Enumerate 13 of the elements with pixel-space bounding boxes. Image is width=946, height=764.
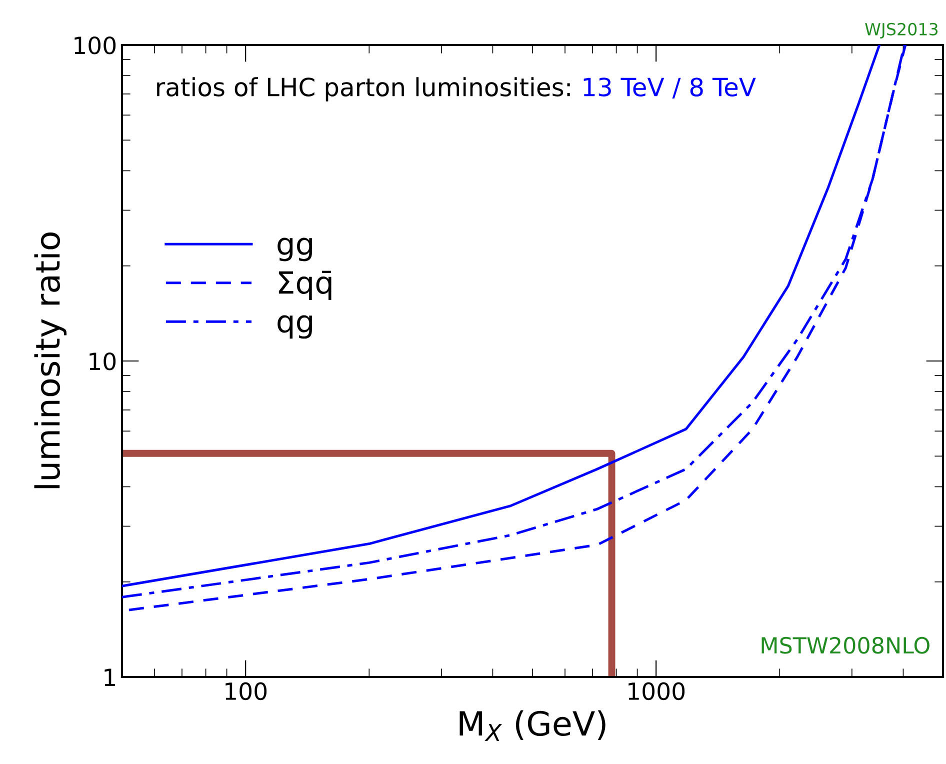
text: ratios of LHC parton luminosities: bbox=[157, 77, 570, 102]
legend-label: gg bbox=[278, 238, 312, 262]
y-tick-label: 100 bbox=[74, 36, 116, 54]
text: WJS2013 bbox=[865, 22, 938, 39]
y-axis-title: luminosity ratio bbox=[34, 232, 67, 488]
legend-label: qg bbox=[278, 315, 312, 339]
y-tick-label: 1 bbox=[104, 668, 115, 686]
legend-label: Σqq̄ bbox=[278, 270, 332, 300]
x-tick-label: 1000 bbox=[628, 682, 685, 700]
y-tick-label: 10 bbox=[90, 352, 116, 370]
text: 13 TeV / 8 TeV bbox=[584, 78, 756, 98]
x-axis-title: M$_{X}$ (GeV) bbox=[460, 710, 606, 742]
annotation: MSTW2008NLO bbox=[762, 636, 930, 654]
